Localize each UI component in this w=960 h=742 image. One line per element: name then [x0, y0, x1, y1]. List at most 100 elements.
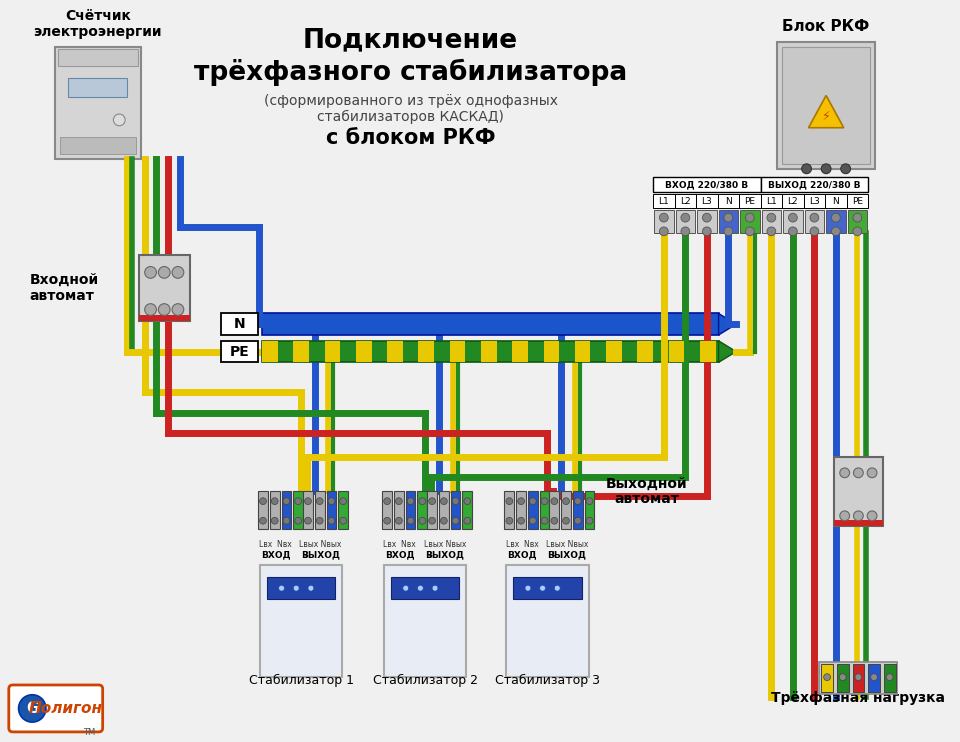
- Text: G: G: [26, 701, 38, 716]
- Bar: [760, 177, 868, 192]
- Circle shape: [328, 517, 335, 524]
- Circle shape: [259, 498, 267, 505]
- Circle shape: [158, 266, 170, 278]
- Bar: [315, 491, 324, 528]
- Circle shape: [396, 517, 402, 524]
- Text: N: N: [832, 197, 839, 206]
- Text: L3: L3: [702, 197, 712, 206]
- Circle shape: [316, 517, 324, 524]
- Bar: [717, 194, 739, 208]
- Circle shape: [703, 227, 711, 236]
- Bar: [504, 491, 515, 528]
- Bar: [760, 194, 782, 208]
- Circle shape: [840, 511, 850, 521]
- Bar: [884, 664, 896, 692]
- Circle shape: [295, 498, 301, 505]
- Text: L1: L1: [766, 197, 777, 206]
- Bar: [463, 491, 472, 528]
- Circle shape: [853, 511, 863, 521]
- Text: ВЫХОД: ВЫХОД: [425, 550, 465, 559]
- Circle shape: [810, 213, 819, 222]
- Circle shape: [681, 227, 689, 236]
- Bar: [449, 341, 466, 362]
- Circle shape: [551, 498, 558, 505]
- Bar: [676, 210, 695, 233]
- Text: N: N: [233, 318, 246, 331]
- Circle shape: [407, 517, 414, 524]
- Circle shape: [517, 517, 524, 524]
- Text: Выходной
автомат: Выходной автомат: [606, 476, 687, 507]
- Circle shape: [540, 585, 545, 591]
- Circle shape: [517, 498, 524, 505]
- Bar: [262, 313, 719, 335]
- Circle shape: [767, 213, 776, 222]
- Text: L1: L1: [659, 197, 669, 206]
- Circle shape: [419, 498, 426, 505]
- Bar: [439, 491, 448, 528]
- Bar: [516, 491, 526, 528]
- Text: L2: L2: [787, 197, 798, 206]
- Text: стабилизаторов КАСКАД): стабилизаторов КАСКАД): [317, 110, 504, 124]
- Text: (сформированного из трёх однофазных: (сформированного из трёх однофазных: [264, 94, 558, 108]
- Circle shape: [308, 585, 314, 591]
- Polygon shape: [719, 341, 736, 362]
- Bar: [654, 210, 674, 233]
- Circle shape: [452, 498, 459, 505]
- Bar: [540, 491, 549, 528]
- Text: Полигон: Полигон: [29, 701, 103, 716]
- Circle shape: [145, 303, 156, 315]
- Circle shape: [746, 213, 755, 222]
- Circle shape: [871, 674, 877, 680]
- Text: L2: L2: [680, 197, 690, 206]
- Circle shape: [821, 164, 831, 174]
- Bar: [585, 491, 594, 528]
- Bar: [834, 519, 883, 525]
- Circle shape: [272, 517, 278, 524]
- Bar: [848, 210, 867, 233]
- Bar: [573, 491, 583, 528]
- Bar: [675, 194, 696, 208]
- Bar: [804, 210, 824, 233]
- Bar: [481, 341, 496, 362]
- Bar: [382, 491, 392, 528]
- Text: Lвых Nвых: Lвых Nвых: [300, 540, 342, 549]
- Circle shape: [660, 227, 668, 236]
- Bar: [834, 457, 883, 525]
- Bar: [384, 565, 467, 677]
- Bar: [575, 341, 590, 362]
- Bar: [294, 341, 309, 362]
- Text: TM: TM: [83, 728, 95, 737]
- Bar: [697, 210, 716, 233]
- Circle shape: [563, 498, 569, 505]
- Bar: [653, 194, 675, 208]
- Circle shape: [824, 674, 830, 680]
- Circle shape: [660, 213, 668, 222]
- Bar: [139, 255, 190, 321]
- Circle shape: [563, 517, 569, 524]
- Circle shape: [802, 164, 811, 174]
- Text: трёхфазного стабилизатора: трёхфазного стабилизатора: [194, 59, 627, 87]
- Bar: [260, 565, 342, 677]
- Circle shape: [464, 498, 470, 505]
- Circle shape: [429, 517, 436, 524]
- Circle shape: [295, 517, 301, 524]
- Circle shape: [867, 468, 876, 478]
- Bar: [847, 194, 868, 208]
- Circle shape: [384, 517, 391, 524]
- Circle shape: [145, 266, 156, 278]
- Circle shape: [788, 213, 797, 222]
- Circle shape: [283, 498, 290, 505]
- Circle shape: [396, 498, 402, 505]
- Bar: [394, 491, 404, 528]
- Circle shape: [172, 303, 183, 315]
- Text: Счётчик
электроэнергии: Счётчик электроэнергии: [34, 9, 162, 39]
- Bar: [868, 664, 880, 692]
- Text: N: N: [725, 197, 732, 206]
- Bar: [827, 210, 846, 233]
- Bar: [338, 491, 348, 528]
- Circle shape: [574, 517, 581, 524]
- Circle shape: [855, 674, 862, 680]
- Circle shape: [432, 585, 438, 591]
- FancyBboxPatch shape: [9, 685, 103, 732]
- Bar: [281, 491, 291, 528]
